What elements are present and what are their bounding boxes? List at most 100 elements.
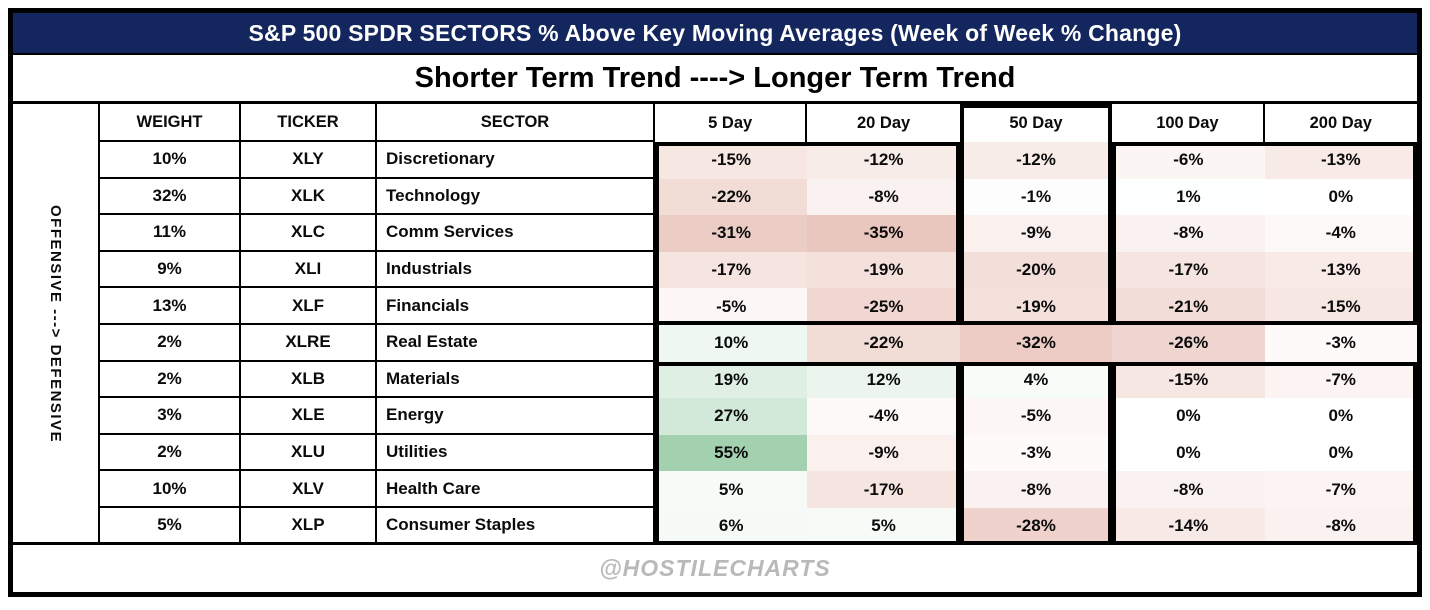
outer-frame: S&P 500 SPDR SECTORS % Above Key Moving …: [8, 8, 1422, 597]
ma-value-cell-xlu-50-day: -3%: [959, 434, 1113, 472]
ma-value-cell-xlb-200-day: -7%: [1264, 361, 1417, 399]
ma-value-cell-xle-50-day: -5%: [959, 398, 1113, 435]
ma-value-cell-xlre-20-day: -22%: [807, 324, 960, 362]
column-header-sector: SECTOR: [377, 104, 655, 142]
ma-value-cell-xlu-200-day: 0%: [1264, 434, 1417, 472]
ma-value-cell-xlb-5-day: 19%: [655, 361, 808, 399]
weight-cell: 2%: [100, 434, 241, 472]
ticker-cell: XLF: [241, 288, 377, 325]
ma-value-cell-xlf-200-day: -15%: [1264, 288, 1417, 325]
sector-cell: Financials: [377, 288, 655, 325]
ma-value-cell-xlk-20-day: -8%: [807, 178, 960, 216]
page-title: S&P 500 SPDR SECTORS % Above Key Moving …: [248, 19, 1182, 46]
weight-cell: 2%: [100, 361, 241, 399]
ma-value-cell-xly-20-day: -12%: [807, 142, 960, 179]
column-header-200-day: 200 Day: [1309, 113, 1372, 132]
ma-value-cell-xly-100-day: -6%: [1112, 142, 1265, 179]
title-bar: S&P 500 SPDR SECTORS % Above Key Moving …: [13, 13, 1417, 55]
sector-cell: Industrials: [377, 251, 655, 289]
weight-cell: 10%: [100, 471, 241, 508]
ticker-cell: XLE: [241, 398, 377, 435]
column-header-weight: WEIGHT: [100, 104, 241, 142]
ticker-cell: XLC: [241, 215, 377, 252]
ma-value-cell-xlre-200-day: -3%: [1264, 324, 1417, 362]
ma-value-cell-xlb-50-day: 4%: [959, 361, 1113, 399]
ma-value-cell-xlre-5-day: 10%: [655, 324, 808, 362]
ma-value-cell-xlf-50-day: -19%: [959, 288, 1113, 325]
footer-bar: @HOSTILECHARTS: [13, 545, 1417, 592]
ma-value-cell-xli-50-day: -20%: [959, 251, 1113, 289]
watermark-text: @HOSTILECHARTS: [599, 555, 831, 581]
weight-cell: 10%: [100, 142, 241, 179]
ma-value-cell-xlc-5-day: -31%: [655, 215, 808, 252]
sector-cell: Energy: [377, 398, 655, 435]
column-header-50-day: 50 Day: [1009, 113, 1063, 132]
ticker-cell: XLI: [241, 251, 377, 289]
weight-cell: 9%: [100, 251, 241, 289]
ma-value-cell-xlc-200-day: -4%: [1264, 215, 1417, 252]
ma-value-cell-xli-5-day: -17%: [655, 251, 808, 289]
ticker-cell: XLK: [241, 178, 377, 216]
ma-value-cell-xlc-20-day: -35%: [807, 215, 960, 252]
ma-value-cell-xlf-5-day: -5%: [655, 288, 808, 325]
sector-cell: Materials: [377, 361, 655, 399]
sector-cell: Comm Services: [377, 215, 655, 252]
sector-table: OFFENSIVE ---> DEFENSIVE WEIGHT TICKER SEC…: [13, 104, 1417, 545]
weight-cell: 2%: [100, 324, 241, 362]
offensive-defensive-label: OFFENSIVE ---> DEFENSIVE: [13, 104, 100, 545]
sector-cell: Health Care: [377, 471, 655, 508]
ma-value-cell-xle-5-day: 27%: [655, 398, 808, 435]
subtitle-bar: Shorter Term Trend ----> Longer Term Tre…: [13, 55, 1417, 104]
ma-value-cell-xlp-200-day: -8%: [1264, 507, 1417, 545]
ma-value-cell-xlp-50-day: -28%: [959, 507, 1113, 545]
ticker-cell: XLB: [241, 361, 377, 399]
column-header-5-day: 5 Day: [655, 104, 808, 142]
ticker-cell: XLV: [241, 471, 377, 508]
ma-value-cell-xlc-50-day: -9%: [959, 215, 1113, 252]
weight-cell: 5%: [100, 507, 241, 545]
ma-value-cell-xly-50-day: -12%: [959, 142, 1113, 179]
ma-value-cell-xlu-5-day: 55%: [655, 434, 808, 472]
ma-value-cell-xlv-200-day: -7%: [1264, 471, 1417, 508]
sector-cell: Real Estate: [377, 324, 655, 362]
ma-value-cell-xlc-100-day: -8%: [1112, 215, 1265, 252]
ma-value-cell-xle-100-day: 0%: [1112, 398, 1265, 435]
ma-value-cell-xli-100-day: -17%: [1112, 251, 1265, 289]
ma-value-cell-xlre-100-day: -26%: [1112, 324, 1265, 362]
ma-value-cell-xlv-5-day: 5%: [655, 471, 808, 508]
ticker-cell: XLU: [241, 434, 377, 472]
ma-value-cell-xlk-50-day: -1%: [959, 178, 1113, 216]
sector-cell: Consumer Staples: [377, 507, 655, 545]
ma-value-cell-xlk-100-day: 1%: [1112, 178, 1265, 216]
ticker-cell: XLY: [241, 142, 377, 179]
ma-value-cell-xlk-200-day: 0%: [1264, 178, 1417, 216]
ma-value-cell-xli-20-day: -19%: [807, 251, 960, 289]
ticker-cell: XLRE: [241, 324, 377, 362]
ma-value-cell-xlp-100-day: -14%: [1112, 507, 1265, 545]
ma-value-cell-xlp-20-day: 5%: [807, 507, 960, 545]
ma-value-cell-xlu-20-day: -9%: [807, 434, 960, 472]
ma-value-cell-xlf-100-day: -21%: [1112, 288, 1265, 325]
ma-value-cell-xle-200-day: 0%: [1264, 398, 1417, 435]
ma-value-cell-xlf-20-day: -25%: [807, 288, 960, 325]
ma-value-cell-xlu-100-day: 0%: [1112, 434, 1265, 472]
ma-value-cell-xli-200-day: -13%: [1264, 251, 1417, 289]
ma-value-cell-xlv-50-day: -8%: [959, 471, 1113, 508]
ma-value-cell-xlb-100-day: -15%: [1112, 361, 1265, 399]
ma-value-cell-xlv-20-day: -17%: [807, 471, 960, 508]
ma-value-cell-xly-200-day: -13%: [1264, 142, 1417, 179]
ma-value-cell-xly-5-day: -15%: [655, 142, 808, 179]
sector-cell: Discretionary: [377, 142, 655, 179]
trend-subtitle: Shorter Term Trend ----> Longer Term Tre…: [414, 61, 1016, 94]
ticker-cell: XLP: [241, 507, 377, 545]
ma-value-cell-xlp-5-day: 6%: [655, 507, 808, 545]
weight-cell: 13%: [100, 288, 241, 325]
ma-value-cell-xlk-5-day: -22%: [655, 178, 808, 216]
sector-cell: Technology: [377, 178, 655, 216]
sector-cell: Utilities: [377, 434, 655, 472]
weight-cell: 32%: [100, 178, 241, 216]
ma-value-cell-xlre-50-day: -32%: [959, 324, 1113, 362]
column-header-20-day: 20 Day: [856, 113, 911, 132]
column-header-100-day: 100 Day: [1112, 104, 1265, 142]
